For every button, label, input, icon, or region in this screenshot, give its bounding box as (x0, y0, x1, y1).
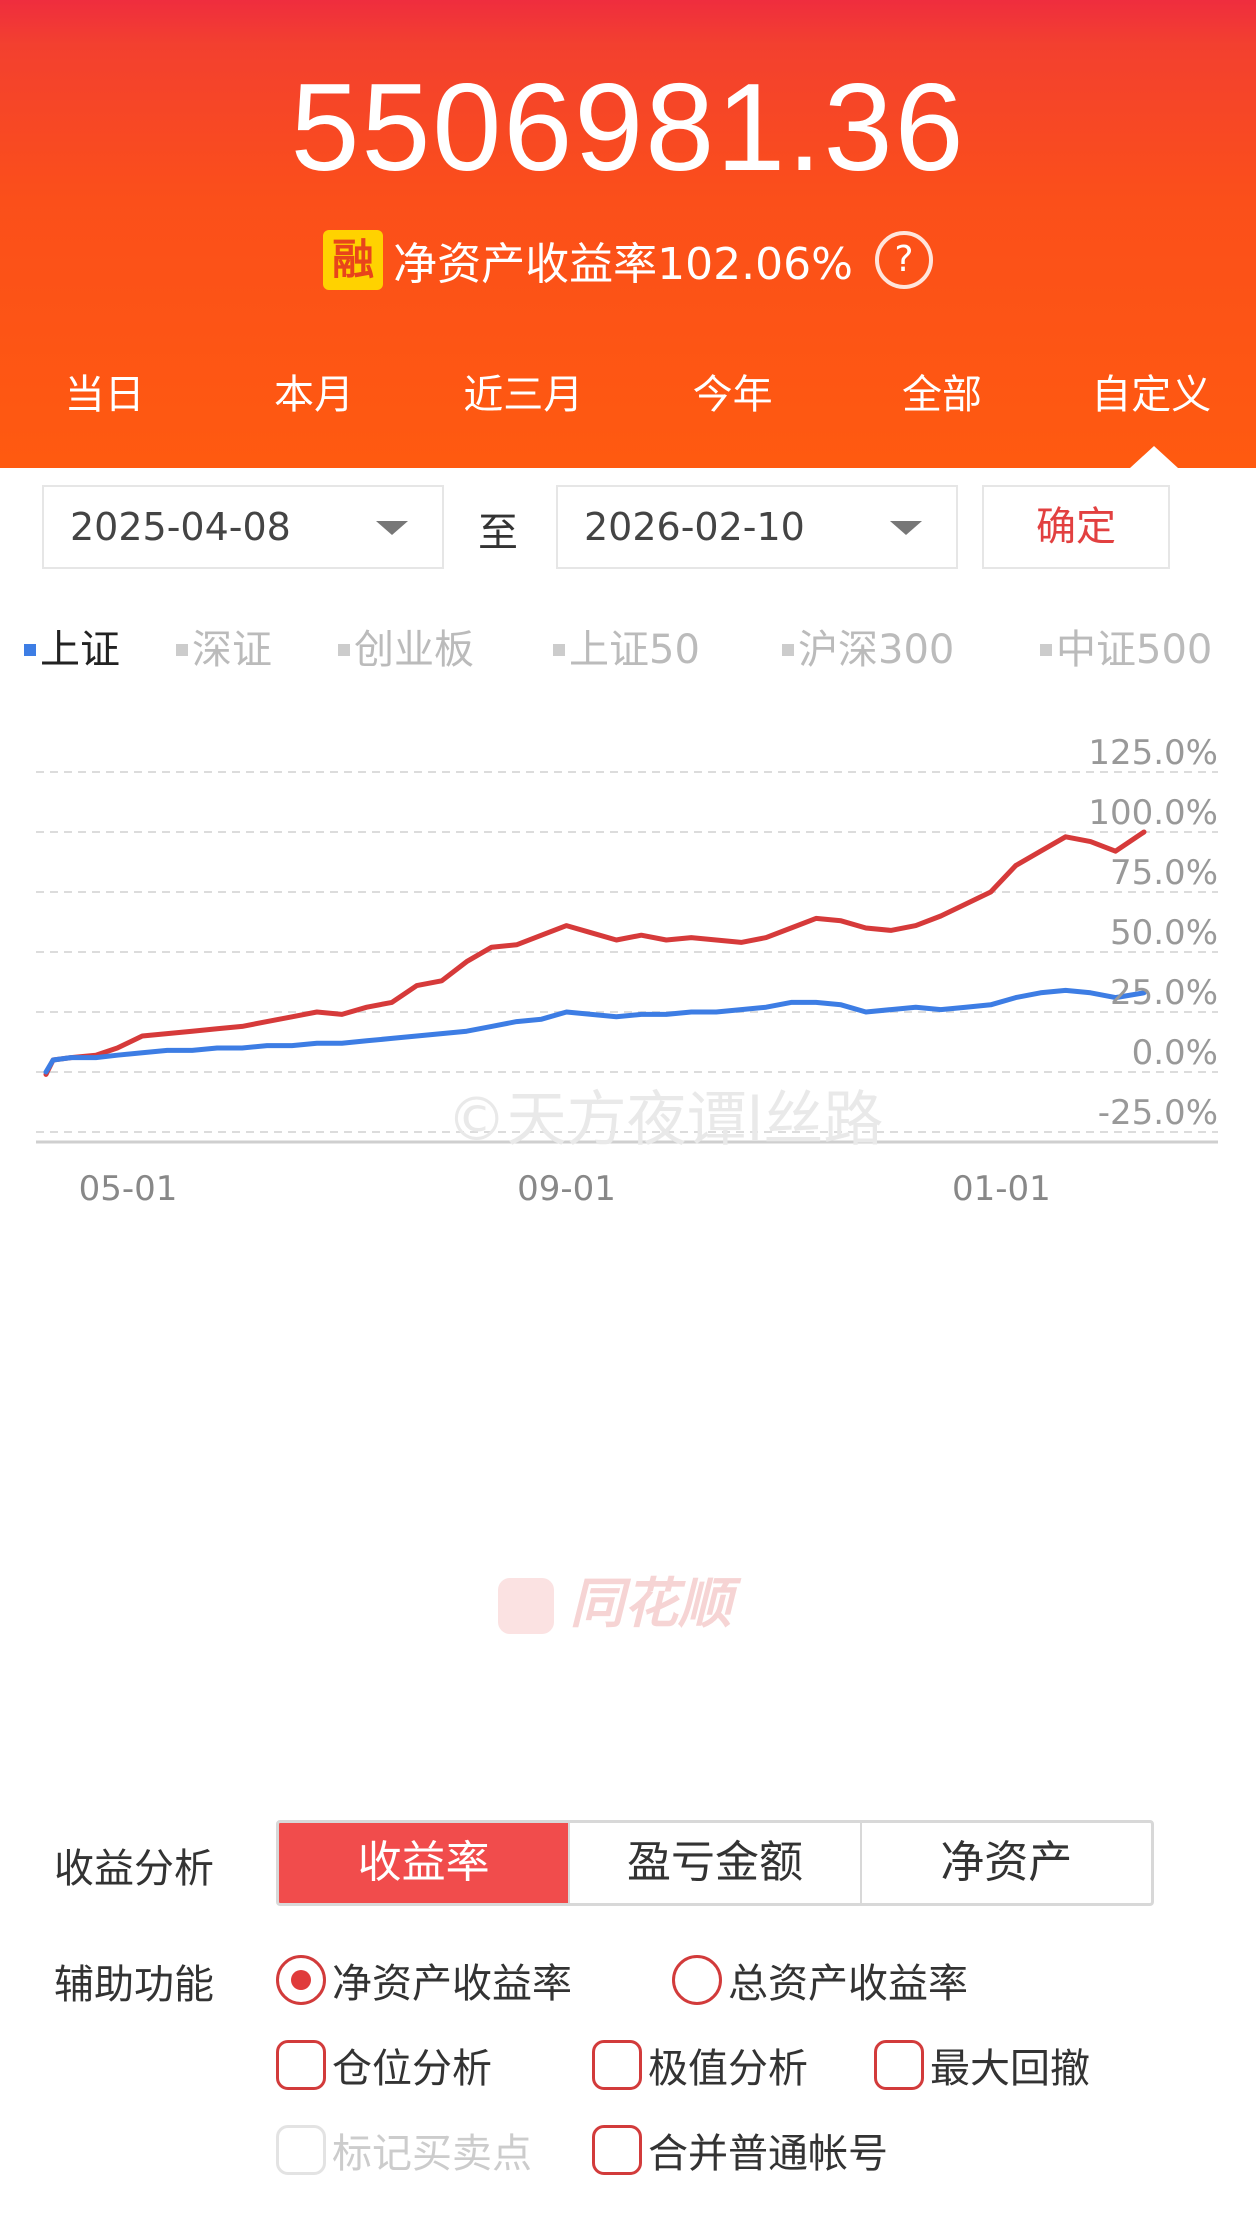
tab-three-months[interactable]: 近三月 (463, 372, 584, 418)
index-option-shanghai[interactable]: 上证 (24, 622, 120, 678)
header-banner: 5506981.36 融 净资产收益率102.06% ? 当日 本月 近三月 今… (0, 0, 1256, 468)
index-option-chinext[interactable]: 创业板 (338, 622, 474, 678)
analysis-segmented-control: 收益率 盈亏金额 净资产 (276, 1820, 1154, 1906)
x-tick-label: 05-01 (79, 1169, 178, 1209)
index-return-line (43, 987, 1147, 1075)
y-tick-label: 0.0% (1132, 1033, 1218, 1073)
legend-square-icon (176, 644, 188, 656)
y-tick-label: 50.0% (1110, 913, 1218, 953)
segment-return-rate[interactable]: 收益率 (279, 1823, 569, 1903)
checkbox-label: 最大回撤 (930, 2046, 1090, 2092)
index-option-label: 沪深300 (798, 627, 955, 673)
checkbox-max-drawdown[interactable]: 最大回撤 (874, 2035, 1090, 2095)
checkbox-disabled-icon (276, 2125, 326, 2175)
y-tick-label: 75.0% (1110, 853, 1218, 893)
index-option-sse50[interactable]: 上证50 (553, 622, 700, 678)
index-option-shenzhen[interactable]: 深证 (176, 622, 272, 678)
legend-square-icon (24, 644, 36, 656)
help-icon[interactable]: ? (874, 231, 933, 289)
legend-square-icon (782, 644, 794, 656)
y-tick-label: 125.0% (1088, 733, 1218, 773)
checkbox-merge-accounts[interactable]: 合并普通帐号 (592, 2120, 888, 2180)
checkbox-icon (592, 2040, 642, 2090)
date-range-separator: 至 (478, 510, 518, 556)
y-tick-label: 100.0% (1088, 793, 1218, 833)
start-date-select[interactable]: 2025-04-08 (42, 485, 444, 569)
checkbox-label: 仓位分析 (332, 2046, 492, 2092)
tab-today[interactable]: 当日 (64, 372, 145, 418)
radio-unselected-icon (672, 1955, 722, 2005)
tab-this-month[interactable]: 本月 (273, 372, 354, 418)
index-option-label: 上证 (40, 627, 120, 673)
chevron-down-icon (890, 521, 922, 535)
index-option-csi300[interactable]: 沪深300 (782, 622, 954, 678)
index-option-label: 中证500 (1056, 627, 1213, 673)
tab-this-year[interactable]: 今年 (692, 372, 773, 418)
radio-label: 净资产收益率 (332, 1961, 572, 2007)
end-date-value: 2026-02-10 (584, 505, 805, 549)
index-option-label: 上证50 (569, 627, 700, 673)
checkbox-position-analysis[interactable]: 仓位分析 (276, 2035, 492, 2095)
start-date-value: 2025-04-08 (70, 505, 291, 549)
x-tick-label: 09-01 (517, 1169, 616, 1209)
checkbox-label: 标记买卖点 (332, 2131, 532, 2177)
radio-selected-icon (276, 1955, 326, 2005)
period-tabs: 当日 本月 近三月 今年 全部 自定义 (0, 355, 1256, 435)
checkbox-icon (592, 2125, 642, 2175)
index-option-label: 创业板 (354, 627, 474, 673)
radio-net-asset-return[interactable]: 净资产收益率 (276, 1950, 572, 2010)
checkbox-extreme-analysis[interactable]: 极值分析 (592, 2035, 808, 2095)
segment-profit-loss[interactable]: 盈亏金额 (568, 1823, 859, 1903)
aux-label: 辅助功能 (54, 1962, 214, 2008)
x-tick-label: 01-01 (952, 1169, 1051, 1209)
net-asset-amount: 5506981.36 (290, 59, 966, 197)
checkbox-mark-trades: 标记买卖点 (276, 2120, 532, 2180)
radio-total-asset-return[interactable]: 总资产收益率 (672, 1950, 968, 2010)
checkbox-icon (276, 2040, 326, 2090)
checkbox-icon (874, 2040, 924, 2090)
brand-watermark: 同花顺 (498, 1572, 742, 1635)
return-rate-row: 融 净资产收益率102.06% ? (0, 225, 1256, 295)
y-tick-label: -25.0% (1098, 1093, 1218, 1133)
selected-tab-indicator (1130, 446, 1178, 468)
chevron-down-icon (376, 521, 408, 535)
copyright-watermark: ©天方夜谭l丝路 (447, 1085, 884, 1155)
radio-label: 总资产收益率 (728, 1961, 968, 2007)
analysis-label: 收益分析 (54, 1846, 214, 1892)
legend-square-icon (338, 644, 350, 656)
brand-logo-icon (498, 1578, 554, 1634)
brand-watermark-text: 同花顺 (570, 1572, 742, 1635)
checkbox-label: 合并普通帐号 (648, 2131, 888, 2177)
checkbox-label: 极值分析 (648, 2046, 808, 2092)
return-rate-label: 净资产收益率102.06% (393, 239, 853, 290)
y-tick-label: 25.0% (1110, 973, 1218, 1013)
confirm-button[interactable]: 确定 (982, 485, 1170, 569)
return-chart[interactable]: ©天方夜谭l丝路 同花顺 125.0% 100.0% 75.0% 50.0% 25.0%… (0, 720, 1256, 1700)
segment-net-asset[interactable]: 净资产 (859, 1823, 1151, 1903)
tab-custom[interactable]: 自定义 (1091, 372, 1212, 418)
end-date-select[interactable]: 2026-02-10 (556, 485, 958, 569)
account-return-line (43, 829, 1147, 1077)
margin-badge-icon: 融 (323, 230, 384, 290)
legend-square-icon (1040, 644, 1052, 656)
index-option-label: 深证 (192, 627, 272, 673)
tab-all[interactable]: 全部 (901, 372, 982, 418)
legend-square-icon (553, 644, 565, 656)
index-option-csi500[interactable]: 中证500 (1040, 622, 1212, 678)
